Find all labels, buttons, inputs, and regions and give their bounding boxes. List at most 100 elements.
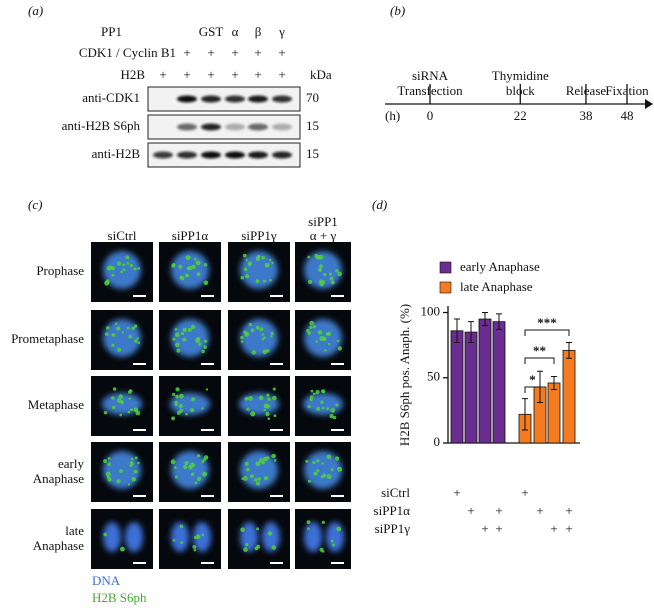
y-tick-label: 0 xyxy=(434,434,441,449)
h2b-spot xyxy=(116,261,122,266)
h2b-spot xyxy=(247,261,253,267)
image-bg xyxy=(91,509,153,569)
band xyxy=(272,123,292,131)
h2b-spot xyxy=(258,395,264,401)
micrograph xyxy=(295,509,351,569)
h2b-spot xyxy=(195,260,201,266)
h2b-spot xyxy=(273,414,277,418)
lane-label: + xyxy=(159,67,166,82)
row-label: Anaphase xyxy=(33,471,84,486)
error-bar xyxy=(551,375,557,391)
h2b-spot xyxy=(329,276,334,281)
h2b-spot xyxy=(337,346,342,351)
h2b-spot xyxy=(107,477,112,482)
h2b-spot xyxy=(174,332,180,337)
h2b-spot xyxy=(170,459,176,465)
h2b-spot xyxy=(321,406,325,410)
condition-mark: + xyxy=(521,485,528,500)
micrograph xyxy=(228,376,290,436)
dna xyxy=(262,522,280,552)
row-label: late xyxy=(65,523,84,538)
condition-mark: + xyxy=(481,521,488,536)
h2b-spot xyxy=(318,254,324,260)
micrograph xyxy=(295,310,351,370)
h2b-spot xyxy=(198,342,202,346)
legend-swatch xyxy=(439,261,452,274)
h2b-spot xyxy=(264,262,270,268)
h2b-spot xyxy=(245,542,249,547)
h2b-spot xyxy=(253,477,258,482)
h2b-spot xyxy=(129,389,133,393)
h2b-spot xyxy=(327,342,331,346)
micrograph xyxy=(228,310,290,370)
lane-label: β xyxy=(255,24,262,39)
h2b-spot xyxy=(103,410,108,415)
bar xyxy=(464,331,478,444)
h2b-spot xyxy=(337,271,342,277)
scale-bar xyxy=(201,429,214,431)
h2b-spot xyxy=(262,279,266,283)
scale-bar xyxy=(331,295,344,297)
h2b-spot xyxy=(306,328,310,333)
column-label: siPP1 xyxy=(308,214,338,229)
h2b-spot xyxy=(330,408,336,413)
scale-bar xyxy=(331,495,344,497)
h2b-spot xyxy=(201,533,205,537)
h2b-spot xyxy=(244,461,249,466)
column-label: siPP1γ xyxy=(241,228,277,243)
lane-label: + xyxy=(207,45,214,60)
legend-label: early Anaphase xyxy=(460,259,540,274)
bracket xyxy=(524,357,555,364)
micrograph xyxy=(228,242,290,302)
condition-label: siPP1α xyxy=(374,503,411,518)
h2b-spot xyxy=(116,398,122,403)
h2b-spot xyxy=(190,324,196,330)
condition-mark: + xyxy=(550,521,557,536)
bar xyxy=(547,382,561,444)
h2b-spot xyxy=(118,394,124,399)
blot-label: anti-H2B xyxy=(92,146,141,161)
micrograph xyxy=(159,310,221,370)
h2b-spot xyxy=(255,279,260,284)
h2b-spot xyxy=(126,262,130,265)
condition-mark: + xyxy=(565,503,572,518)
h2b-spot xyxy=(127,410,131,414)
h2b-spot xyxy=(336,339,340,343)
lane-label: + xyxy=(278,45,285,60)
h2b-spot xyxy=(182,337,187,342)
scale-bar xyxy=(133,295,146,297)
h2b-spot xyxy=(202,471,208,477)
band xyxy=(177,95,197,103)
h2b-spot xyxy=(172,392,176,397)
h2b-spot xyxy=(191,397,196,402)
h2b-spot xyxy=(107,457,111,460)
scale-bar xyxy=(331,363,344,365)
h2b-spot xyxy=(306,520,311,525)
h2b-spot xyxy=(250,474,254,479)
h2b-spot xyxy=(134,339,138,343)
h2b-spot xyxy=(268,258,272,262)
error-bar xyxy=(566,342,572,359)
h2b-spot xyxy=(263,476,269,481)
scale-bar xyxy=(270,295,283,297)
h2b-spot xyxy=(186,266,190,270)
h2b-spot xyxy=(133,324,138,328)
row-label: Metaphase xyxy=(28,397,85,412)
legend-swatch xyxy=(439,281,452,294)
h2b-spot xyxy=(103,459,108,464)
h2b-spot xyxy=(194,481,198,485)
h2b-spot xyxy=(309,320,314,326)
h2b-spot xyxy=(193,257,197,261)
h2b-spot xyxy=(271,453,276,459)
h2b-spot xyxy=(307,255,311,259)
panel-label: (c) xyxy=(28,197,42,212)
lane-label: + xyxy=(183,45,190,60)
h2b-spot xyxy=(259,327,264,332)
h2b-spot xyxy=(192,544,197,549)
h2b-spot xyxy=(104,332,109,336)
h2b-spot xyxy=(261,255,265,260)
h2b-spot xyxy=(337,466,343,472)
scale-bar xyxy=(201,363,214,365)
h2b-spot xyxy=(261,333,265,336)
h2b-spot xyxy=(332,415,337,420)
